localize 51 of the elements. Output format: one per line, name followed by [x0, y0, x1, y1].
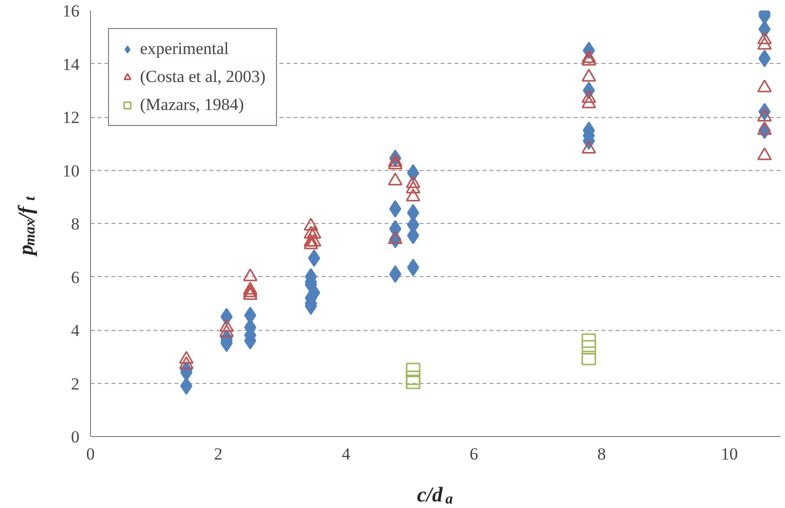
point: [406, 370, 420, 386]
point: [406, 374, 420, 390]
x-tick-label: 4: [342, 444, 351, 464]
point: [582, 140, 596, 154]
x-tick-label: 10: [720, 444, 738, 464]
y-axis-title: pmax/ft: [14, 196, 38, 258]
point: [406, 362, 420, 378]
point: [757, 32, 772, 44]
point: [582, 50, 596, 63]
point: [757, 79, 772, 92]
point: [242, 282, 258, 295]
point: [757, 147, 772, 160]
point: [304, 218, 318, 231]
point: [757, 122, 772, 135]
y-tick-label: 12: [62, 108, 80, 127]
point: [304, 226, 318, 239]
y-tick-label: 16: [62, 2, 80, 20]
x-tick-label: 8: [597, 444, 606, 464]
x-tick-label: 2: [214, 444, 223, 464]
y-tick-label: 10: [62, 161, 80, 180]
point: [582, 333, 596, 348]
point: [388, 156, 402, 170]
y-tick-label: 6: [71, 268, 80, 287]
y-tick-label: 8: [71, 214, 80, 234]
point: [582, 340, 596, 355]
point: [406, 180, 420, 194]
point: [304, 236, 318, 250]
x-tick-label: 0: [86, 444, 95, 464]
x-tick-label: 6: [470, 444, 478, 464]
point: [582, 68, 596, 82]
point: [582, 95, 596, 108]
point: [582, 350, 596, 366]
point: [306, 234, 322, 247]
point: [304, 234, 318, 247]
point: [388, 231, 402, 244]
y-tick-label: 14: [62, 54, 80, 74]
point: [582, 52, 596, 66]
point: [388, 154, 402, 167]
y-tick-label: 2: [71, 374, 80, 394]
point: [306, 226, 322, 239]
y-tick-label: 0: [71, 428, 80, 446]
y-tick-label: 4: [71, 321, 80, 340]
point: [406, 175, 420, 188]
point: [582, 90, 596, 103]
legend-label: (Costa et al, 2003): [140, 67, 266, 87]
point: [757, 108, 772, 122]
point: [388, 172, 402, 186]
point: [757, 36, 772, 50]
legend-label: experimental: [140, 39, 229, 59]
point: [406, 188, 420, 202]
legend-label: (Mazars, 1984): [140, 95, 244, 115]
